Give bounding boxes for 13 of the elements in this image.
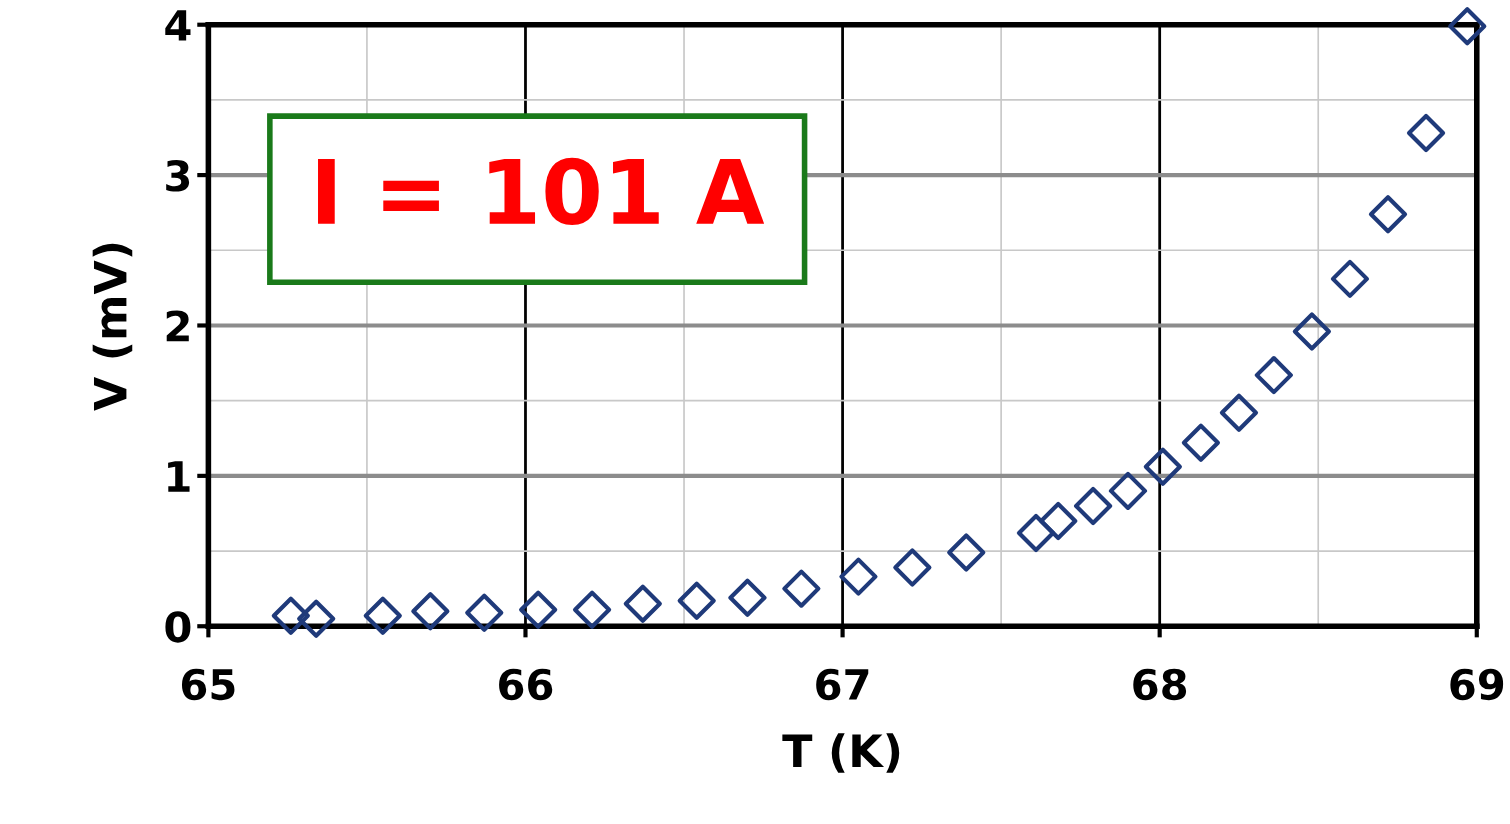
x-axis-title: T (K)	[782, 733, 900, 773]
y-tick-label: 1	[168, 461, 190, 492]
y-tick-label: 2	[166, 310, 189, 342]
x-tick-label: 69	[1450, 668, 1504, 701]
x-tick-label: 65	[181, 668, 235, 701]
x-tick-label: 67	[816, 668, 869, 701]
x-tick-label: 68	[1133, 668, 1187, 701]
x-tick-label: 66	[499, 668, 553, 701]
y-tick-label: 4	[165, 10, 191, 41]
annotation: I = 101 A	[318, 157, 765, 225]
y-axis-title: V (mV)	[92, 243, 133, 411]
y-tick-label: 3	[166, 160, 190, 192]
y-tick-label: 0	[165, 611, 191, 643]
